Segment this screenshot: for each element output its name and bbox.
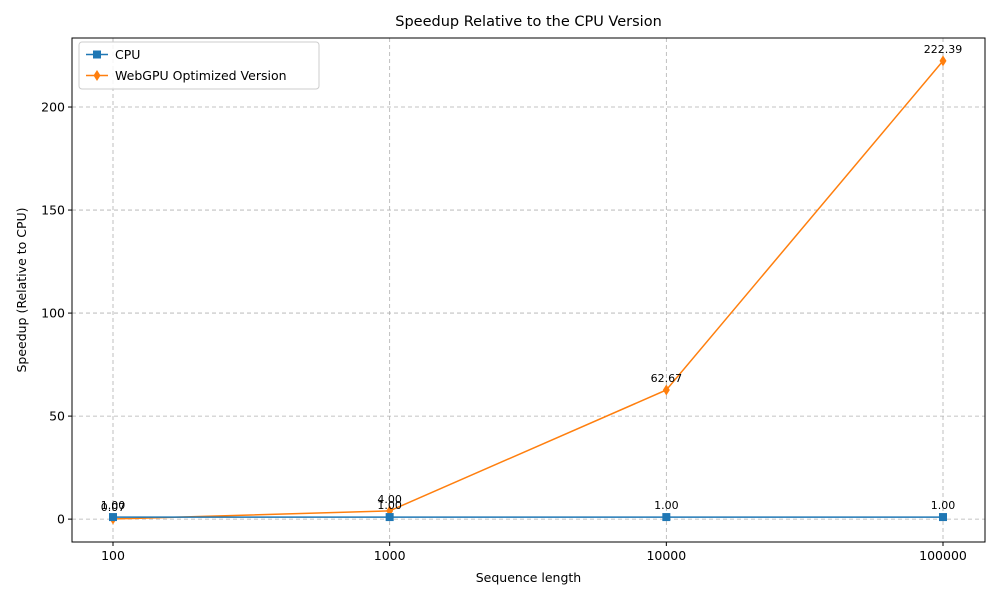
y-tick-label: 200 bbox=[41, 100, 65, 115]
legend-marker-cpu bbox=[93, 50, 101, 59]
data-point-cpu bbox=[109, 513, 117, 522]
data-label-webgpu: 62.67 bbox=[651, 372, 683, 385]
legend-marker-webgpu bbox=[93, 70, 101, 81]
data-label-cpu: 1.00 bbox=[377, 499, 402, 512]
data-label-webgpu: 0.07 bbox=[101, 501, 126, 514]
data-label-cpu: 1.00 bbox=[654, 499, 679, 512]
y-tick-label: 0 bbox=[57, 512, 65, 527]
data-labels: 0.07 4.00 62.67 222.39 1.00 1.00 1.00 1.00 bbox=[101, 43, 963, 514]
series-layer bbox=[109, 55, 947, 525]
legend-label-cpu: CPU bbox=[115, 47, 140, 62]
plot-frame bbox=[71, 37, 986, 543]
x-tick-label: 100000 bbox=[919, 548, 967, 563]
y-axis-label: Speedup (Relative to CPU) bbox=[14, 207, 29, 372]
x-tick-label: 10000 bbox=[646, 548, 686, 563]
data-point-cpu bbox=[939, 513, 947, 522]
data-point-cpu bbox=[662, 513, 671, 522]
data-point-webgpu bbox=[939, 55, 947, 67]
series-line-webgpu bbox=[112, 60, 944, 520]
chart-title: Speedup Relative to the CPU Version bbox=[395, 14, 662, 30]
y-tick-label: 100 bbox=[41, 306, 65, 321]
data-label-cpu: 1.00 bbox=[101, 499, 126, 512]
x-axis-label: Sequence length bbox=[476, 570, 581, 585]
legend-label-webgpu: WebGPU Optimized Version bbox=[115, 68, 287, 83]
y-tick-label: 150 bbox=[41, 203, 65, 218]
x-tick-label: 100 bbox=[101, 548, 125, 563]
data-point-webgpu bbox=[662, 384, 670, 396]
legend: CPU WebGPU Optimized Version bbox=[78, 41, 320, 90]
legend-box bbox=[78, 41, 320, 90]
data-label-webgpu: 222.39 bbox=[924, 43, 963, 56]
data-label-cpu: 1.00 bbox=[931, 499, 956, 512]
data-point-cpu bbox=[385, 513, 394, 522]
x-tick-label: 1000 bbox=[374, 548, 406, 563]
y-tick-label: 50 bbox=[49, 409, 65, 424]
grid bbox=[72, 38, 985, 542]
data-label-webgpu: 4.00 bbox=[377, 493, 402, 506]
ticks: 100 1000 10000 100000 0 50 100 150 200 bbox=[41, 100, 967, 563]
